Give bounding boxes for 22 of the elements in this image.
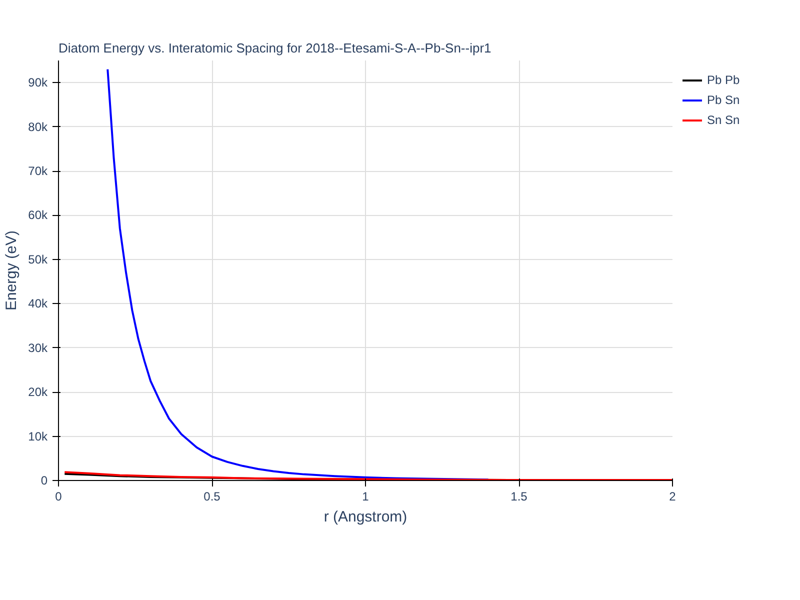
legend-label: Pb Pb — [707, 73, 740, 87]
chart-title: Diatom Energy vs. Interatomic Spacing for 2018--Etesami-S-A--Pb-Sn--ipr1 — [58, 40, 492, 56]
y-tick-label: 70k — [28, 164, 48, 178]
y-tick-label: 90k — [28, 76, 48, 90]
x-tick-label: 0 — [55, 490, 62, 504]
x-tick-label: 1.5 — [510, 490, 528, 504]
y-tick-label: 60k — [28, 208, 48, 222]
y-tick-label: 40k — [28, 296, 48, 311]
y-tick-label: 50k — [28, 252, 48, 266]
legend-label: Pb Sn — [707, 93, 740, 107]
y-tick-label: 10k — [28, 429, 48, 444]
y-tick-label: 0 — [40, 474, 48, 488]
x-tick-label: 1 — [362, 490, 370, 504]
legend-label: Sn Sn — [707, 113, 740, 127]
y-tick-label: 20k — [28, 385, 48, 400]
y-tick-label: 80k — [28, 120, 48, 134]
x-tick-label: 0.5 — [204, 490, 221, 504]
y-axis-title: Energy (eV) — [3, 230, 20, 311]
y-tick-label: 30k — [28, 340, 48, 355]
line-series — [106, 68, 490, 480]
x-axis-title: r (Angstrom) — [324, 508, 408, 526]
x-tick-label: 2 — [669, 490, 676, 504]
